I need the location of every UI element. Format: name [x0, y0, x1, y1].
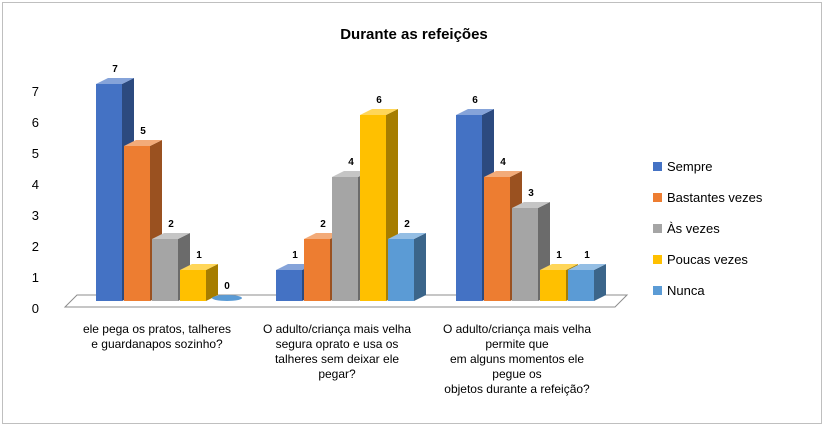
- bar-side: [414, 233, 426, 301]
- x-category-label: ele pega os pratos, talheres e guardanapo…: [83, 322, 231, 351]
- legend: Sempre Bastantes vezes Às vezes Poucas veze…: [653, 159, 763, 298]
- data-label: 7: [112, 64, 118, 75]
- y-axis: 0 1 2 3 4 5 6 7: [32, 84, 39, 316]
- legend-item: Nunca: [653, 283, 705, 298]
- bar-top: [360, 109, 398, 115]
- y-tick-label: 2: [32, 239, 39, 254]
- bar: [388, 233, 426, 301]
- legend-swatch: [653, 162, 662, 171]
- data-label: 1: [292, 250, 298, 261]
- legend-item: Poucas vezes: [653, 252, 748, 267]
- legend-swatch: [653, 224, 662, 233]
- legend-label: Às vezes: [667, 221, 720, 236]
- legend-label: Sempre: [667, 159, 713, 174]
- bar-top: [512, 202, 550, 208]
- y-tick-label: 6: [32, 115, 39, 130]
- data-label: 4: [348, 157, 354, 168]
- bar-front: [332, 177, 358, 301]
- bar: [180, 264, 218, 301]
- bar-zero: [212, 295, 242, 301]
- y-tick-label: 0: [32, 301, 39, 316]
- bar-top: [96, 78, 134, 84]
- data-label: 0: [224, 281, 230, 292]
- legend-swatch: [653, 193, 662, 202]
- data-label: 2: [404, 219, 410, 230]
- bars: 7 5 2 1 0 1 2 4 6 2 6 4 3 1 1: [96, 64, 606, 301]
- chart-title: Durante as refeições: [340, 26, 488, 43]
- data-label: 1: [196, 250, 202, 261]
- bar: [212, 295, 242, 301]
- data-label: 3: [528, 188, 534, 199]
- bar-top: [152, 233, 190, 239]
- data-label: 2: [320, 219, 326, 230]
- legend-item: Às vezes: [653, 221, 720, 236]
- bar-front: [484, 177, 510, 301]
- bar-top: [540, 264, 578, 270]
- legend-swatch: [653, 286, 662, 295]
- bar-front: [96, 84, 122, 301]
- y-tick-label: 4: [32, 177, 39, 192]
- y-tick-label: 1: [32, 270, 39, 285]
- bar-front: [276, 270, 302, 301]
- bar-front: [360, 115, 386, 301]
- y-tick-label: 5: [32, 146, 39, 161]
- data-label: 1: [556, 250, 562, 261]
- y-tick-label: 3: [32, 208, 39, 223]
- bar-top: [456, 109, 494, 115]
- bar-top: [388, 233, 426, 239]
- bar: [568, 264, 606, 301]
- bar-front: [124, 146, 150, 301]
- bar-top: [484, 171, 522, 177]
- legend-swatch: [653, 255, 662, 264]
- data-label: 1: [584, 250, 590, 261]
- chart-frame: Durante as refeições 0 1 2 3 4 5 6 7 7 5 2 1 0 1 2 4 6 2…: [2, 2, 822, 424]
- legend-item: Sempre: [653, 159, 713, 174]
- bar-top: [124, 140, 162, 146]
- data-label: 5: [140, 126, 146, 137]
- bar-top: [568, 264, 606, 270]
- bar-top: [180, 264, 218, 270]
- bar-front: [540, 270, 566, 301]
- legend-item: Bastantes vezes: [653, 190, 763, 205]
- bar-front: [456, 115, 482, 301]
- x-category-label: O adulto/criança mais velha permite que em…: [443, 322, 591, 396]
- legend-label: Poucas vezes: [667, 252, 748, 267]
- bar-side: [206, 264, 218, 301]
- legend-label: Nunca: [667, 283, 705, 298]
- bar-front: [512, 208, 538, 301]
- x-category-label: O adulto/criança mais velha segura oprato…: [263, 322, 411, 381]
- bar-front: [388, 239, 414, 301]
- data-label: 2: [168, 219, 174, 230]
- data-label: 6: [376, 95, 382, 106]
- data-label: 4: [500, 157, 506, 168]
- bar-front: [180, 270, 206, 301]
- bar-side: [594, 264, 606, 301]
- bar: [360, 109, 398, 301]
- bar-front: [304, 239, 330, 301]
- y-tick-label: 7: [32, 84, 39, 99]
- bar-chart: Durante as refeições 0 1 2 3 4 5 6 7 7 5 2 1 0 1 2 4 6 2…: [32, 26, 763, 396]
- x-axis-labels: ele pega os pratos, talheres e guardanapo…: [83, 322, 591, 396]
- legend-label: Bastantes vezes: [667, 190, 763, 205]
- bar-front: [568, 270, 594, 301]
- data-label: 6: [472, 95, 478, 106]
- bar-front: [152, 239, 178, 301]
